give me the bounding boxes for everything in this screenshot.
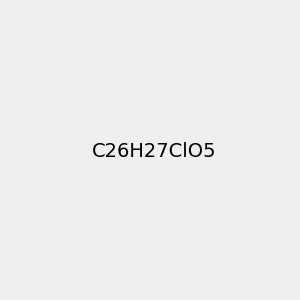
Text: C26H27ClO5: C26H27ClO5 [92,142,216,161]
